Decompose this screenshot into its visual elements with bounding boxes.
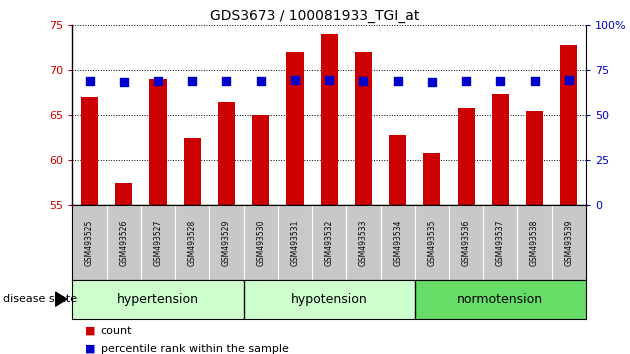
Bar	[244, 280, 415, 319]
Point	[187, 79, 197, 84]
Text: GSM493538: GSM493538	[530, 219, 539, 266]
Text: GSM493530: GSM493530	[256, 219, 265, 266]
Bar	[526, 110, 543, 205]
Text: GDS3673 / 100081933_TGI_at: GDS3673 / 100081933_TGI_at	[210, 9, 420, 23]
Bar	[287, 52, 304, 205]
Text: GSM493537: GSM493537	[496, 219, 505, 266]
Bar	[415, 280, 586, 319]
Text: GSM493536: GSM493536	[462, 219, 471, 266]
Point	[427, 79, 437, 85]
Text: disease state: disease state	[3, 294, 77, 304]
Bar	[81, 97, 98, 205]
Text: GSM493529: GSM493529	[222, 219, 231, 266]
Point	[564, 78, 574, 83]
Bar	[149, 79, 166, 205]
Text: GSM493534: GSM493534	[393, 219, 402, 266]
Text: GSM493528: GSM493528	[188, 219, 197, 266]
Point	[290, 78, 300, 83]
Point	[118, 79, 129, 85]
Text: GSM493533: GSM493533	[359, 219, 368, 266]
Bar	[492, 94, 509, 205]
Text: GSM493526: GSM493526	[119, 219, 129, 266]
Point	[529, 79, 539, 84]
Text: normotension: normotension	[457, 293, 544, 306]
Text: GSM493535: GSM493535	[427, 219, 437, 266]
Text: percentile rank within the sample: percentile rank within the sample	[101, 344, 289, 354]
Point	[84, 78, 94, 84]
Bar	[560, 45, 577, 205]
Text: count: count	[101, 326, 132, 336]
Bar	[115, 183, 132, 205]
Text: GSM493531: GSM493531	[290, 219, 299, 266]
Point	[221, 78, 231, 84]
Bar	[423, 153, 440, 205]
Point	[461, 78, 471, 84]
Point	[358, 78, 369, 84]
Text: ■: ■	[85, 344, 96, 354]
Polygon shape	[55, 292, 67, 306]
Bar	[252, 115, 269, 205]
Point	[153, 78, 163, 84]
Text: GSM493527: GSM493527	[154, 219, 163, 266]
Bar	[457, 108, 474, 205]
Bar	[321, 34, 338, 205]
Text: hypotension: hypotension	[291, 293, 367, 306]
Bar	[355, 52, 372, 205]
Text: GSM493539: GSM493539	[564, 219, 573, 266]
Point	[324, 78, 334, 83]
Bar	[184, 138, 201, 205]
Bar	[72, 280, 244, 319]
Text: hypertension: hypertension	[117, 293, 199, 306]
Text: GSM493532: GSM493532	[324, 219, 334, 266]
Bar	[218, 102, 235, 205]
Text: ■: ■	[85, 326, 96, 336]
Point	[256, 78, 266, 84]
Text: GSM493525: GSM493525	[85, 219, 94, 266]
Point	[392, 79, 403, 84]
Bar	[389, 135, 406, 205]
Point	[495, 78, 505, 84]
